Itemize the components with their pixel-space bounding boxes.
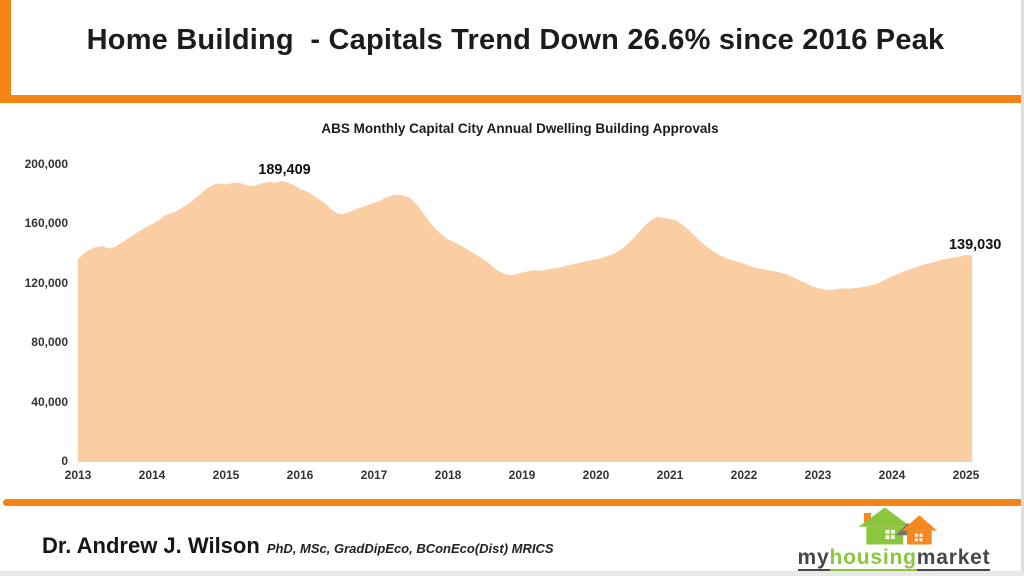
x-tick-label: 2017 bbox=[360, 468, 388, 482]
x-tick-label: 2025 bbox=[952, 468, 980, 482]
accent-header-band bbox=[0, 95, 1024, 103]
data-label: 139,030 bbox=[948, 236, 1002, 253]
x-tick-label: 2021 bbox=[656, 468, 684, 482]
x-tick-label: 2023 bbox=[804, 468, 832, 482]
logo-wordmark: myhousingmarket bbox=[797, 546, 991, 571]
footer-author: Dr. Andrew J. Wilson PhD, MSc, GradDipEc… bbox=[42, 533, 554, 559]
chart-title: ABS Monthly Capital City Annual Dwelling… bbox=[321, 121, 719, 136]
logo-housing: housing bbox=[829, 546, 917, 571]
x-tick-label: 2014 bbox=[138, 468, 166, 482]
page-title: Home Building - Capitals Trend Down 26.6… bbox=[86, 24, 945, 56]
logo-market: market bbox=[916, 546, 991, 571]
data-label: 189,409 bbox=[258, 161, 311, 178]
y-tick-label: 40,000 bbox=[31, 394, 68, 409]
author-credentials: PhD, MSc, GradDipEco, BConEco(Dist) MRIC… bbox=[266, 541, 554, 556]
slide-right-edge bbox=[1021, 0, 1024, 576]
y-tick-label: 0 bbox=[61, 454, 68, 468]
y-tick-label: 120,000 bbox=[24, 275, 68, 290]
slide-bottom-edge bbox=[0, 571, 1024, 576]
y-tick-label: 80,000 bbox=[31, 335, 68, 350]
y-tick-label: 160,000 bbox=[24, 216, 68, 231]
x-tick-label: 2019 bbox=[508, 468, 536, 482]
accent-left-stripe bbox=[0, 0, 11, 103]
author-name: Dr. Andrew J. Wilson bbox=[42, 533, 260, 558]
x-tick-label: 2016 bbox=[286, 468, 314, 482]
area-series bbox=[78, 180, 973, 462]
x-tick-label: 2013 bbox=[64, 468, 92, 482]
x-tick-label: 2015 bbox=[212, 468, 240, 482]
houses-icon bbox=[858, 507, 938, 545]
x-tick-label: 2018 bbox=[434, 468, 462, 482]
logo-my: my bbox=[797, 546, 830, 571]
myhousingmarket-logo: myhousingmarket bbox=[797, 506, 991, 571]
footer-divider bbox=[3, 499, 1024, 506]
x-tick-label: 2024 bbox=[878, 468, 906, 482]
x-tick-label: 2020 bbox=[582, 468, 610, 482]
x-tick-label: 2022 bbox=[730, 468, 758, 482]
y-tick-label: 200,000 bbox=[24, 157, 68, 171]
